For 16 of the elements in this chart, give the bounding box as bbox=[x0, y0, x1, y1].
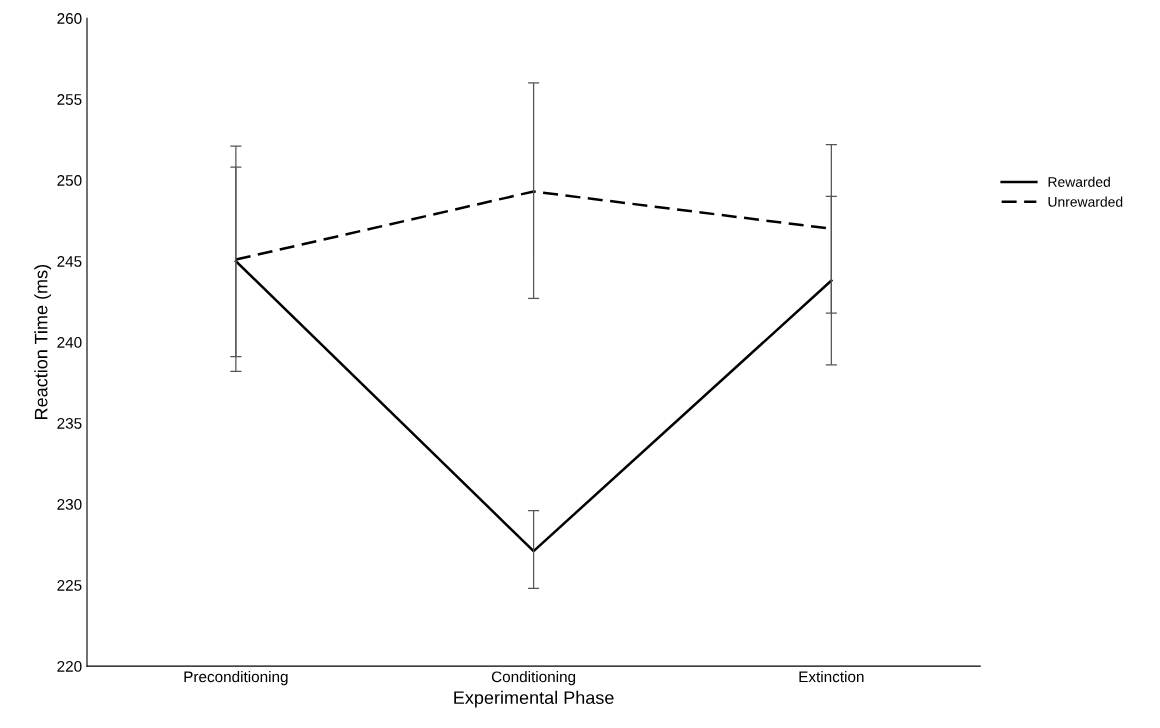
x-axis-title: Experimental Phase bbox=[454, 690, 614, 708]
y-tick-label: 245 bbox=[57, 256, 82, 267]
x-tick-label: Preconditioning bbox=[184, 670, 288, 686]
y-tick-label: 250 bbox=[57, 175, 82, 186]
y-tick-label: 225 bbox=[57, 580, 82, 591]
legend-label: Unrewarded bbox=[1048, 196, 1123, 207]
y-axis-title: Reaction Time (ms) bbox=[34, 265, 52, 419]
y-tick-label: 260 bbox=[57, 13, 82, 24]
y-tick-label: 240 bbox=[57, 337, 82, 348]
y-tick-label: 255 bbox=[57, 94, 82, 105]
y-tick-label: 220 bbox=[57, 660, 82, 672]
y-tick-label: 230 bbox=[57, 499, 82, 510]
y-tick-label: 235 bbox=[57, 418, 82, 429]
legend-label: Rewarded bbox=[1048, 176, 1110, 187]
x-tick-label: Extinction bbox=[799, 670, 864, 683]
x-tick-label: Conditioning bbox=[491, 670, 576, 686]
